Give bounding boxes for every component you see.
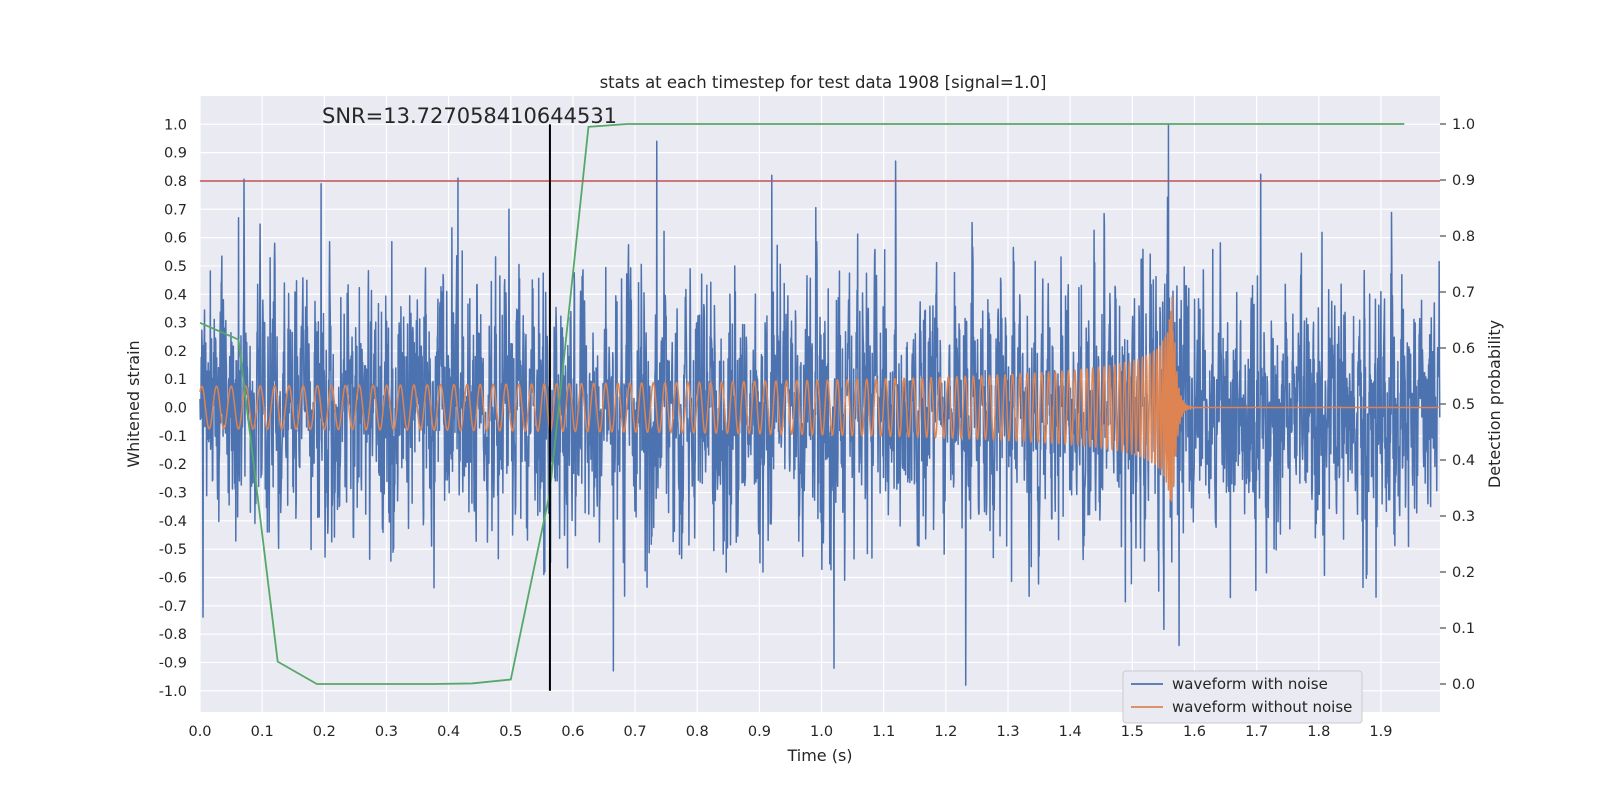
x-tick-label: 0.3 (375, 724, 398, 740)
x-tick-label: 1.5 (1121, 724, 1144, 740)
y2-tick-label: 0.8 (1452, 229, 1475, 245)
x-tick-label: 1.4 (1059, 724, 1082, 740)
y-tick-label: 0.7 (164, 202, 187, 218)
x-tick-label: 1.3 (996, 724, 1019, 740)
y-tick-labels: 1.0 0.9 0.8 0.7 0.6 0.5 0.4 0.3 0.2 0.1 0.0 -0.1 -0.… (159, 117, 187, 699)
y-tick-label: -0.2 (159, 457, 187, 473)
x-tick-label: 0.1 (251, 724, 274, 740)
x-tick-label: 0.9 (748, 724, 771, 740)
y-tick-label: 0.9 (164, 146, 187, 162)
x-tick-label: 0.5 (499, 724, 522, 740)
legend-label-noise: waveform with noise (1172, 675, 1328, 693)
y-axis-label: Whitened strain (124, 340, 143, 467)
y2-tick-labels: 1.0 0.9 0.8 0.7 0.6 0.5 0.4 0.3 0.2 0.1 0.0 (1440, 117, 1475, 693)
x-tick-label: 1.2 (934, 724, 957, 740)
y-tick-label: 0.3 (164, 316, 187, 332)
series-line-detection-probability (199, 123, 1405, 685)
y2-tick-label: 0.6 (1452, 341, 1475, 357)
x-tick-label: 1.1 (872, 724, 895, 740)
x-tick-label: 0.7 (624, 724, 647, 740)
y-tick-label: -0.5 (159, 542, 187, 558)
series-layer (199, 123, 1441, 691)
y2-tick-label: 0.5 (1452, 397, 1475, 413)
y-tick-label: -0.3 (159, 486, 187, 502)
y2-tick-label: 0.3 (1452, 509, 1475, 525)
y2-axis-label: Detection probability (1485, 320, 1504, 488)
legend: waveform with noise waveform without noi… (1122, 670, 1363, 724)
y2-tick-label: 1.0 (1452, 117, 1475, 133)
chart-title: stats at each timestep for test data 190… (600, 73, 1047, 92)
y-tick-label: -0.9 (159, 655, 187, 671)
y2-tick-label: 0.4 (1452, 453, 1475, 469)
x-tick-label: 0.8 (686, 724, 709, 740)
x-axis-label: Time (s) (786, 746, 852, 765)
y2-tick-label: 0.2 (1452, 565, 1475, 581)
y-tick-label: 0.0 (164, 401, 187, 417)
legend-label-clean: waveform without noise (1172, 698, 1352, 716)
y2-tick-label: 0.7 (1452, 285, 1475, 301)
x-tick-label: 1.9 (1369, 724, 1392, 740)
y-tick-label: -0.6 (159, 570, 187, 586)
y2-tick-label: 0.1 (1452, 621, 1475, 637)
x-tick-label: 1.7 (1245, 724, 1268, 740)
y2-tick-label: 0.9 (1452, 173, 1475, 189)
x-tick-labels: 0.0 0.1 0.2 0.3 0.4 0.5 0.6 0.7 0.8 0.9 1.0 1.1 1.2 1… (188, 724, 1392, 740)
y-tick-label: 0.5 (164, 259, 187, 275)
snr-annotation: SNR=13.727058410644531 (322, 104, 617, 128)
y-tick-label: -0.8 (159, 627, 187, 643)
series-line-waveform-without-noise (199, 296, 1441, 502)
y2-tick-label: 0.0 (1452, 677, 1475, 693)
y-tick-label: 0.4 (164, 287, 187, 303)
x-tick-label: 0.4 (437, 724, 460, 740)
y-tick-label: -0.4 (159, 514, 187, 530)
legend-box (1122, 670, 1363, 724)
y-tick-label: 0.6 (164, 231, 187, 247)
x-tick-label: 1.0 (810, 724, 833, 740)
x-tick-label: 0.0 (188, 724, 211, 740)
y-tick-label: 0.8 (164, 174, 187, 190)
series-line-waveform-with-noise (199, 123, 1441, 686)
y-tick-label: -0.7 (159, 599, 187, 615)
x-tick-label: 0.6 (561, 724, 584, 740)
y-tick-label: 0.2 (164, 344, 187, 360)
x-tick-label: 1.8 (1307, 724, 1330, 740)
y-tick-label: -0.1 (159, 429, 187, 445)
x-tick-label: 1.6 (1183, 724, 1206, 740)
y-tick-label: -1.0 (159, 684, 187, 700)
x-tick-label: 0.2 (313, 724, 336, 740)
y-tick-label: 0.1 (164, 372, 187, 388)
y-tick-label: 1.0 (164, 117, 187, 133)
